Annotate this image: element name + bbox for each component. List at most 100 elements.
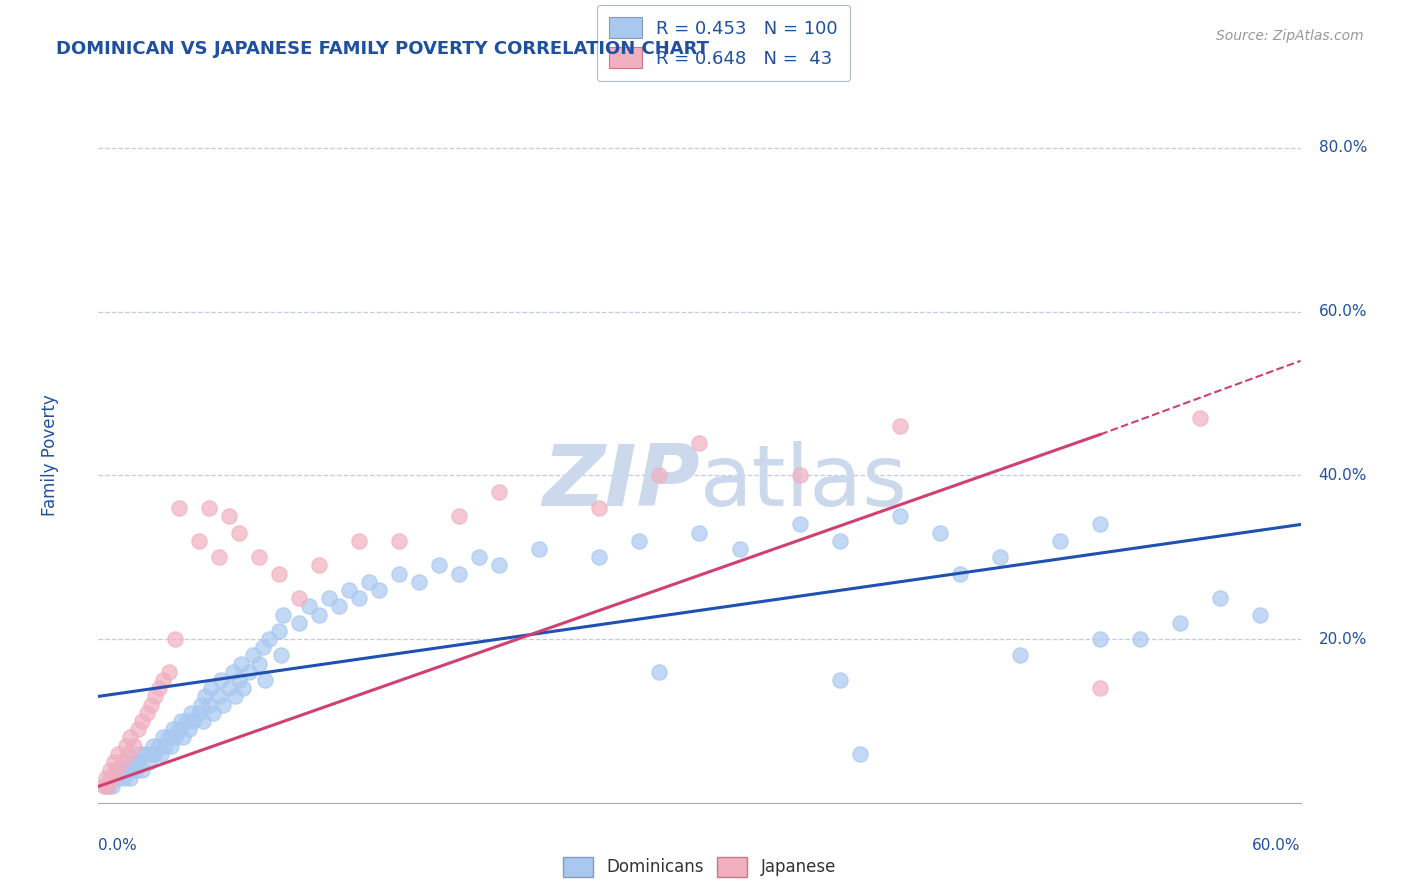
Point xyxy=(201,706,224,720)
Point xyxy=(648,665,671,679)
Point xyxy=(97,780,120,794)
Point xyxy=(117,755,139,769)
Point xyxy=(105,763,128,777)
Point xyxy=(529,542,551,557)
Point xyxy=(129,747,152,761)
Point xyxy=(194,690,217,704)
Point xyxy=(270,648,292,663)
Point xyxy=(488,558,510,573)
Point xyxy=(1189,411,1212,425)
Point xyxy=(120,771,142,785)
Point xyxy=(789,468,811,483)
Point xyxy=(115,739,138,753)
Point xyxy=(148,739,170,753)
Point xyxy=(96,771,118,785)
Text: Source: ZipAtlas.com: Source: ZipAtlas.com xyxy=(1216,29,1364,43)
Point xyxy=(789,517,811,532)
Point xyxy=(271,607,294,622)
Point xyxy=(197,501,219,516)
Point xyxy=(167,722,190,736)
Point xyxy=(337,582,360,597)
Point xyxy=(176,714,198,728)
Point xyxy=(1170,615,1192,630)
Point xyxy=(107,771,129,785)
Point xyxy=(103,771,125,785)
Point xyxy=(628,533,651,548)
Point xyxy=(208,690,231,704)
Point xyxy=(949,566,972,581)
Point xyxy=(152,673,174,687)
Point xyxy=(107,747,129,761)
Point xyxy=(447,566,470,581)
Point xyxy=(163,731,186,745)
Point xyxy=(149,747,172,761)
Point xyxy=(388,533,411,548)
Point xyxy=(93,780,115,794)
Point xyxy=(308,607,330,622)
Point xyxy=(101,780,124,794)
Point xyxy=(200,681,222,696)
Point xyxy=(114,771,136,785)
Point xyxy=(120,731,142,745)
Point xyxy=(162,722,184,736)
Point xyxy=(388,566,411,581)
Point xyxy=(143,690,166,704)
Point xyxy=(128,722,150,736)
Point xyxy=(828,673,851,687)
Point xyxy=(253,673,276,687)
Point xyxy=(1209,591,1232,606)
Point xyxy=(368,582,391,597)
Point xyxy=(1088,681,1111,696)
Point xyxy=(141,739,163,753)
Point xyxy=(121,763,143,777)
Point xyxy=(318,591,340,606)
Point xyxy=(648,468,671,483)
Point xyxy=(209,673,232,687)
Point xyxy=(208,550,231,565)
Point xyxy=(488,484,510,499)
Point xyxy=(828,533,851,548)
Point xyxy=(267,624,290,638)
Point xyxy=(1088,517,1111,532)
Text: 20.0%: 20.0% xyxy=(1319,632,1367,647)
Point xyxy=(117,747,139,761)
Point xyxy=(115,763,138,777)
Point xyxy=(224,690,246,704)
Point xyxy=(131,763,153,777)
Point xyxy=(211,698,233,712)
Point xyxy=(139,747,162,761)
Point xyxy=(1250,607,1272,622)
Point xyxy=(849,747,872,761)
Legend: Dominicans, Japanese: Dominicans, Japanese xyxy=(555,849,844,885)
Text: 40.0%: 40.0% xyxy=(1319,468,1367,483)
Point xyxy=(252,640,274,655)
Text: 60.0%: 60.0% xyxy=(1253,838,1301,853)
Point xyxy=(238,665,260,679)
Point xyxy=(125,763,148,777)
Point xyxy=(308,558,330,573)
Point xyxy=(124,739,146,753)
Point xyxy=(177,722,200,736)
Point xyxy=(347,533,370,548)
Point xyxy=(447,509,470,524)
Point xyxy=(163,632,186,646)
Point xyxy=(131,714,153,728)
Point xyxy=(153,739,176,753)
Point xyxy=(588,550,610,565)
Point xyxy=(328,599,350,614)
Point xyxy=(96,780,118,794)
Point xyxy=(427,558,450,573)
Point xyxy=(197,698,219,712)
Point xyxy=(128,755,150,769)
Point xyxy=(288,615,311,630)
Point xyxy=(929,525,952,540)
Point xyxy=(221,665,243,679)
Text: Family Poverty: Family Poverty xyxy=(41,394,59,516)
Point xyxy=(103,755,125,769)
Point xyxy=(468,550,491,565)
Point xyxy=(228,525,250,540)
Point xyxy=(138,755,160,769)
Point xyxy=(1129,632,1152,646)
Point xyxy=(143,747,166,761)
Point xyxy=(218,509,240,524)
